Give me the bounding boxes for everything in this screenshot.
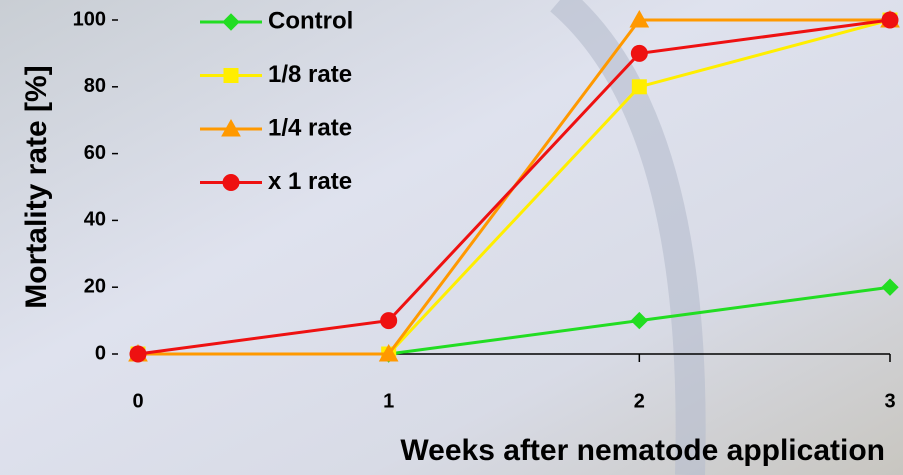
x-tick-label: 1 (383, 390, 394, 412)
legend-label: Control (268, 7, 353, 34)
data-point (881, 278, 899, 296)
y-tick-label: 20 (84, 275, 106, 297)
legend-marker (221, 118, 241, 137)
legend-label: x 1 rate (268, 168, 352, 195)
y-tick-label: 60 (84, 142, 106, 164)
data-point (630, 44, 648, 62)
background-texture (550, 0, 706, 475)
x-tick-label: 2 (634, 390, 645, 412)
data-point (629, 9, 650, 28)
series-line (137, 18, 891, 356)
data-point (378, 343, 399, 362)
y-tick-label: 80 (84, 75, 106, 97)
y-tick-label: 100 (73, 8, 106, 30)
legend-marker (222, 174, 240, 191)
legend-label: 1/8 rate (268, 61, 352, 88)
x-tick-label: 3 (884, 390, 895, 412)
y-tick-label: 0 (95, 342, 106, 364)
x-tick-label: 0 (132, 390, 143, 412)
data-point (129, 345, 147, 363)
data-point (380, 312, 398, 330)
legend-marker (223, 68, 239, 83)
data-point (631, 79, 647, 95)
y-axis-title: Mortality rate [%] (20, 65, 53, 308)
data-point (881, 11, 899, 29)
data-point (630, 311, 649, 330)
x-axis-title: Weeks after nematode application (400, 434, 885, 467)
legend-label: 1/4 rate (268, 114, 352, 141)
legend-marker (222, 13, 240, 31)
y-tick-label: 40 (84, 209, 106, 231)
